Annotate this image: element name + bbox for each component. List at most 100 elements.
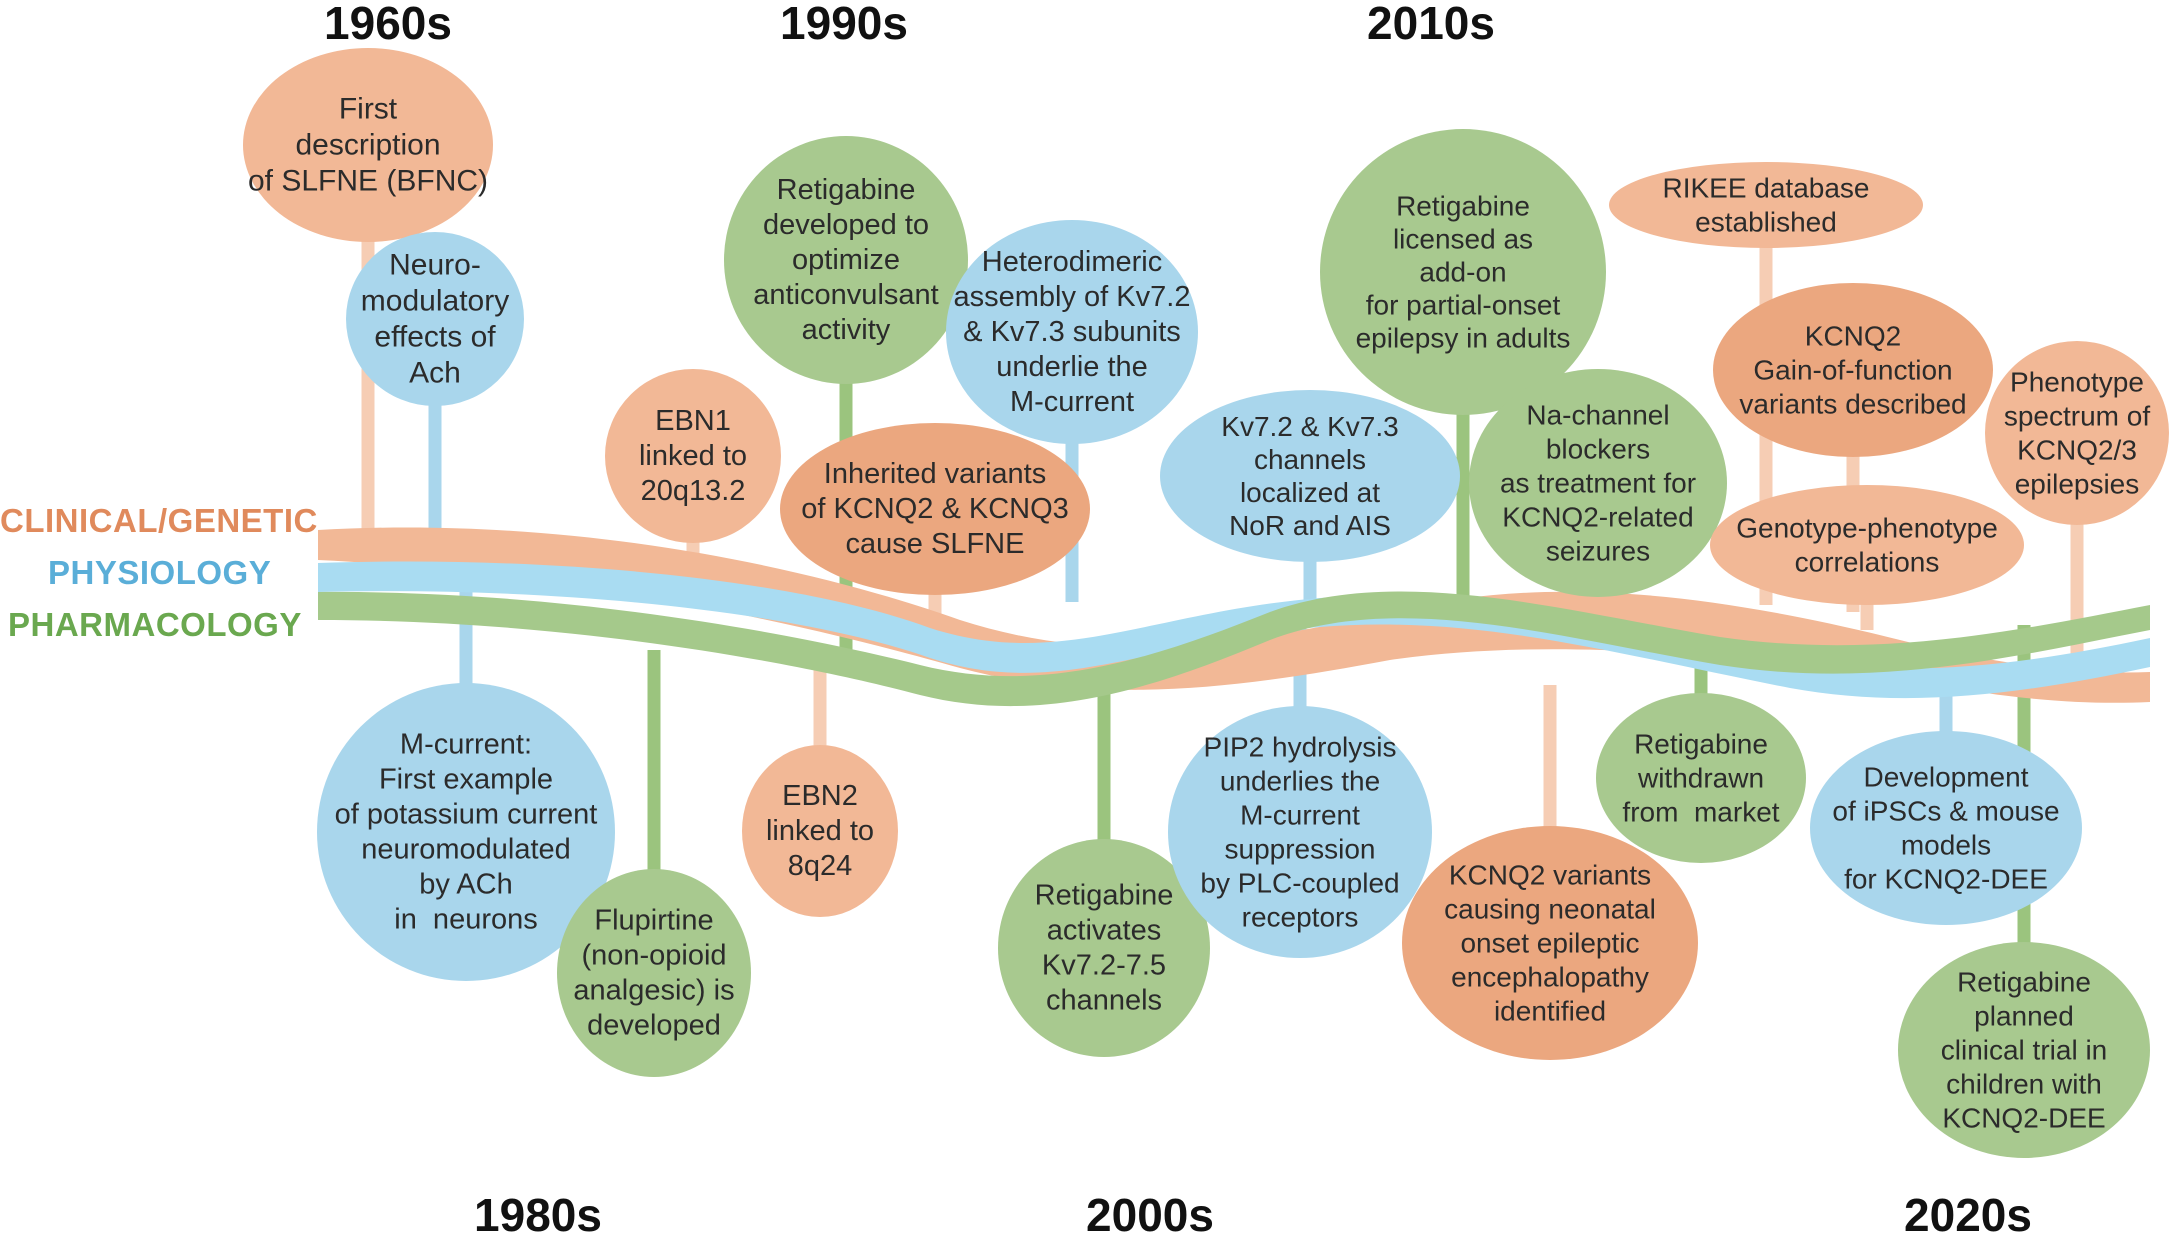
bubble-text-line: localized at: [1240, 477, 1380, 508]
bubble-text-line: Genotype-phenotype: [1736, 513, 1998, 544]
band-label-clinical-genetic: CLINICAL/GENETIC: [0, 502, 318, 539]
bubble-shape-pip2-hydrolysis: [1168, 706, 1432, 958]
bubble-text-line: withdrawn: [1637, 763, 1764, 794]
bubble-shape-kv-channels-localized: [1160, 390, 1460, 562]
band-label-physiology: PHYSIOLOGY: [48, 554, 272, 591]
bubble-text-line: Retigabine: [1396, 191, 1530, 222]
bubble-text-line: cause SLFNE: [846, 528, 1025, 560]
bubble-text-line: Retigabine: [777, 174, 916, 206]
bubble-text-line: spectrum of: [2004, 401, 2150, 432]
bubble-text-line: anticonvulsant: [753, 279, 938, 311]
bubble-shape-retigabine-developed: [724, 136, 968, 384]
bubble-text-line: First: [339, 93, 398, 126]
bubble-text-line: First example: [379, 764, 553, 796]
bubble-text-line: linked to: [766, 815, 874, 847]
bubble-text-line: PIP2 hydrolysis: [1204, 732, 1397, 763]
bubble-text-line: developed: [587, 1010, 721, 1042]
bubble-text-line: for KCNQ2-DEE: [1844, 864, 2048, 895]
bubble-text-line: underlie the: [996, 351, 1148, 383]
bubble-text-line: Inherited variants: [824, 458, 1046, 490]
bubble-text-line: Heterodimeric: [982, 246, 1163, 278]
bubble-shape-ebn2-linked: [742, 745, 898, 917]
bubble-text-line: licensed as: [1393, 224, 1533, 255]
bubble-shape-retigabine-activates: [998, 839, 1210, 1057]
bubble-shape-heterodimeric-assembly: [946, 220, 1198, 444]
bubble-text-line: of SLFNE (BFNC): [248, 165, 488, 198]
bubble-text-line: KCNQ2/3: [2017, 435, 2137, 466]
bubble-text-line: linked to: [639, 440, 747, 472]
bubble-text-line: suppression: [1225, 834, 1376, 865]
decade-label-2000s: 2000s: [1086, 1189, 1214, 1241]
bubble-text-line: by ACh: [419, 869, 513, 901]
bubble-text-line: optimize: [792, 244, 900, 276]
bubble-text-line: EBN2: [782, 780, 858, 812]
bubble-text-line: models: [1901, 830, 1991, 861]
bubble-text-line: variants described: [1739, 389, 1966, 420]
ribbon-pharmacology: [318, 591, 2150, 707]
bubble-shape-inherited-variants-slfne: [780, 423, 1090, 595]
bubble-text-line: correlations: [1795, 547, 1940, 578]
bubble-text-line: Gain-of-function: [1753, 355, 1952, 386]
bubble-shape-retigabine-licensed: [1320, 129, 1606, 415]
bubble-shape-kcnq2-neonatal-variants: [1402, 826, 1698, 1060]
bubble-shape-first-description-slfne: [243, 48, 493, 242]
bubble-text-line: KCNQ2-related: [1502, 502, 1693, 533]
bubble-text-line: KCNQ2-DEE: [1942, 1103, 2105, 1134]
bubble-text-line: Development: [1864, 762, 2029, 793]
bubble-text-line: RIKEE database: [1662, 173, 1869, 204]
bubble-text-line: KCNQ2 variants: [1449, 860, 1651, 891]
bubble-text-line: of potassium current: [335, 799, 598, 831]
decade-label-2020s: 2020s: [1904, 1189, 2032, 1241]
bubble-text-line: M-current:: [400, 729, 532, 761]
bubble-text-line: add-on: [1419, 257, 1506, 288]
bubble-text-line: modulatory: [361, 285, 509, 318]
bubble-text-line: assembly of Kv7.2: [954, 281, 1191, 313]
bubble-text-line: Kv7.2-7.5: [1042, 950, 1166, 982]
bubble-text-line: established: [1695, 207, 1837, 238]
decade-label-1990s: 1990s: [780, 0, 908, 49]
bubble-text-line: Phenotype: [2010, 367, 2144, 398]
bubble-shape-m-current-first-example: [317, 683, 615, 981]
bubble-text-line: children with: [1946, 1069, 2102, 1100]
bubble-text-line: analgesic) is: [573, 975, 734, 1007]
bubble-text-line: neuromodulated: [361, 834, 571, 866]
bubble-text-line: Retigabine: [1634, 729, 1768, 760]
bubble-shape-flupirtine-developed: [557, 869, 751, 1077]
bubble-shape-retigabine-clinical-trial: [1898, 942, 2150, 1158]
bubble-text-line: M-current: [1010, 386, 1134, 418]
bubble-text-line: KCNQ2: [1805, 321, 1901, 352]
ribbon-clinical-genetic: [318, 527, 2150, 703]
ribbons-layer: [318, 527, 2150, 707]
bubble-text-line: Kv7.2 & Kv7.3: [1221, 411, 1398, 442]
bubble-text-line: for partial-onset: [1366, 290, 1561, 321]
bubble-text-line: seizures: [1546, 536, 1650, 567]
bubble-text-line: blockers: [1546, 434, 1650, 465]
bubble-text-line: Retigabine: [1957, 967, 2091, 998]
bubble-text-line: in neurons: [394, 904, 538, 936]
bubble-text-line: 8q24: [788, 850, 853, 882]
bubble-text-line: from market: [1622, 797, 1779, 828]
bubble-shape-ipsc-mouse-models: [1810, 731, 2082, 925]
bubble-text-line: of iPSCs & mouse: [1832, 796, 2059, 827]
bubble-shape-neuromodulatory-ach: [346, 232, 524, 406]
bubble-text-line: 20q13.2: [641, 475, 746, 507]
bubble-shape-rikee-database: [1609, 162, 1923, 248]
decade-label-1960s: 1960s: [324, 0, 452, 49]
